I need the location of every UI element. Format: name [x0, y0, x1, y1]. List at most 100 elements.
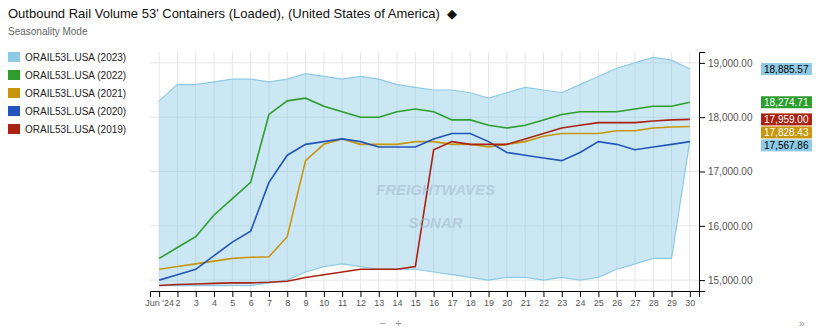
x-tick-mark [617, 291, 618, 297]
x-tick: 29 [667, 291, 677, 308]
legend-label: ORAIL53L.USA (2023) [25, 52, 126, 63]
x-tick: 22 [539, 291, 549, 308]
legend-label: ORAIL53L.USA (2019) [25, 124, 126, 135]
x-tick-label: 25 [594, 298, 604, 308]
subtitle: Seasonality Mode [8, 26, 88, 37]
legend-item: ORAIL53L.USA (2021) [8, 88, 126, 99]
x-tick: 23 [557, 291, 567, 308]
end-labels: 18,885.5718,274.7117,959.0017,828.4317,5… [761, 63, 812, 151]
x-tick-label: 14 [393, 298, 403, 308]
legend-swatch [8, 106, 20, 116]
x-tick-mark [434, 291, 435, 297]
x-axis: Jun '24234567891011121314151617181920212… [145, 291, 699, 308]
legend-item: ORAIL53L.USA (2022) [8, 70, 126, 81]
x-tick: 3 [194, 291, 199, 308]
watermark: SONAR [408, 214, 462, 231]
x-tick-mark [379, 291, 380, 297]
end-label: 17,567.86 [761, 139, 812, 151]
x-tick: 28 [649, 291, 659, 308]
marks [159, 57, 690, 285]
legend-swatch [8, 70, 20, 80]
end-label-text: 18,885.57 [764, 64, 809, 75]
y-tick-label: 16,000.00 [708, 221, 753, 232]
y-axis: 15,000.0016,000.0017,000.0018,000.0019,0… [699, 53, 753, 292]
x-tick-mark [690, 291, 691, 297]
legend-swatch [8, 52, 20, 62]
x-tick: 15 [411, 291, 421, 308]
x-tick: 11 [338, 291, 347, 308]
y-tick-mark [699, 172, 705, 173]
x-tick-mark [214, 291, 215, 297]
x-tick: 27 [630, 291, 640, 308]
end-label-text: 17,567.86 [764, 140, 809, 151]
x-tick-label: 26 [612, 298, 622, 308]
title: Outbound Rail Volume 53' Containers (Loa… [8, 6, 457, 21]
x-tick-label: 11 [338, 298, 347, 308]
x-tick: 10 [319, 291, 329, 308]
legend-label: ORAIL53L.USA (2021) [25, 88, 126, 99]
x-tick: 19 [484, 291, 494, 308]
x-tick: 20 [502, 291, 512, 308]
y-tick-label: 19,000.00 [708, 58, 753, 69]
x-tick-mark [269, 291, 270, 297]
y-tick-mark [699, 280, 705, 281]
x-tick-label: 24 [576, 298, 586, 308]
x-tick-mark [324, 291, 325, 297]
x-tick-mark [251, 291, 252, 297]
y-tick: 17,000.00 [699, 166, 753, 177]
x-tick-label: 23 [557, 298, 567, 308]
legend-item: ORAIL53L.USA (2023) [8, 52, 126, 63]
x-tick-mark [489, 291, 490, 297]
y-tick-label: 17,000.00 [708, 166, 753, 177]
x-tick-mark [415, 291, 416, 297]
x-tick-mark [360, 291, 361, 297]
x-tick-label: 16 [429, 298, 439, 308]
x-tick-label: 6 [249, 298, 254, 308]
x-tick-label: 21 [521, 298, 531, 308]
end-label-box [761, 113, 812, 125]
x-tick-label: 19 [484, 298, 494, 308]
y-tick: 18,000.00 [699, 112, 753, 123]
y-tick-mark [699, 117, 705, 118]
x-tick-mark [470, 291, 471, 297]
x-tick-mark [635, 291, 636, 297]
x-tick-label: 29 [667, 298, 677, 308]
legend-label: ORAIL53L.USA (2020) [25, 106, 126, 117]
end-label-box [761, 126, 812, 138]
x-tick: 4 [212, 291, 217, 308]
watermark: FREIGHTWAVES [376, 181, 495, 198]
y-tick: 16,000.00 [699, 221, 753, 232]
x-tick: Jun '24 [145, 291, 174, 308]
x-tick: 13 [374, 291, 384, 308]
end-label-box [761, 63, 812, 75]
series-line [159, 127, 690, 270]
x-tick-label: 12 [356, 298, 366, 308]
x-tick-mark [507, 291, 508, 297]
x-tick-label: 5 [230, 298, 235, 308]
x-tick: 21 [521, 291, 531, 308]
x-tick-label: 2 [175, 298, 180, 308]
x-tick-label: 18 [466, 298, 476, 308]
x-tick-label: 9 [304, 298, 309, 308]
legend-swatch [8, 124, 20, 134]
x-tick-mark [543, 291, 544, 297]
x-tick-label: 27 [630, 298, 640, 308]
x-tick: 2 [175, 291, 180, 308]
x-tick: 5 [230, 291, 235, 308]
x-tick-mark [287, 291, 288, 297]
x-tick-mark [452, 291, 453, 297]
legend-item: ORAIL53L.USA (2019) [8, 124, 126, 135]
x-tick: 12 [356, 291, 366, 308]
x-tick: 9 [304, 291, 309, 308]
band-area [159, 57, 690, 285]
x-tick-mark [232, 291, 233, 297]
x-tick-label: 15 [411, 298, 421, 308]
x-tick-label: 8 [285, 298, 290, 308]
x-tick: 17 [447, 291, 457, 308]
grid [150, 52, 699, 291]
x-tick-label: 7 [267, 298, 272, 308]
end-label-text: 17,959.00 [764, 114, 809, 125]
x-tick-mark [672, 291, 673, 297]
x-tick: 18 [466, 291, 476, 308]
x-tick-label: 17 [447, 298, 457, 308]
